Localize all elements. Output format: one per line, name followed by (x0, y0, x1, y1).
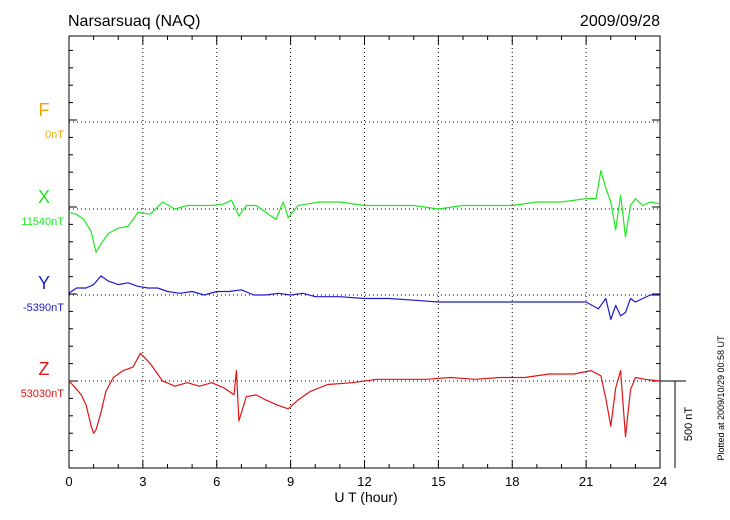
x-tick-label: 6 (213, 474, 220, 489)
x-tick-label: 12 (357, 474, 371, 489)
plotted-timestamp: Plotted at 2009/10/29 00:58 UT (716, 335, 726, 461)
chart-date: 2009/09/28 (580, 13, 660, 30)
x-tick-label: 9 (287, 474, 294, 489)
x-tick-label: 0 (65, 474, 72, 489)
series-name-label: Y (38, 273, 50, 293)
x-tick-label: 21 (579, 474, 593, 489)
x-tick-label: 3 (139, 474, 146, 489)
scale-bar: 500 nT (660, 380, 695, 468)
axis-ticks (68, 36, 661, 468)
series-name-label: X (38, 187, 50, 207)
series-name-label: F (39, 100, 50, 120)
series-baseline-label: -5390nT (23, 302, 64, 314)
x-tick-label: 15 (431, 474, 445, 489)
series-trace-z (68, 352, 661, 438)
series-baseline-label: 11540nT (21, 216, 64, 228)
baseline-gridlines (69, 121, 660, 382)
x-axis-label: U T (hour) (334, 489, 397, 505)
series-labels: F 0nT X 11540nT Y -5390nT Z 53030nT (21, 100, 65, 400)
series-name-label: Z (39, 359, 50, 379)
scale-bar-label: 500 nT (683, 407, 695, 442)
series-trace-x (68, 170, 661, 254)
x-tick-labels: 0 3 6 9 12 15 18 21 24 (65, 474, 667, 489)
series-baseline-label: 53030nT (21, 388, 65, 400)
x-tick-label: 24 (653, 474, 667, 489)
vertical-gridlines (142, 36, 587, 468)
series-trace-y (68, 275, 660, 320)
x-tick-label: 18 (505, 474, 519, 489)
chart-title: Narsarsuaq (NAQ) (68, 13, 200, 30)
data-traces (68, 170, 661, 438)
series-baseline-label: 0nT (45, 129, 64, 141)
